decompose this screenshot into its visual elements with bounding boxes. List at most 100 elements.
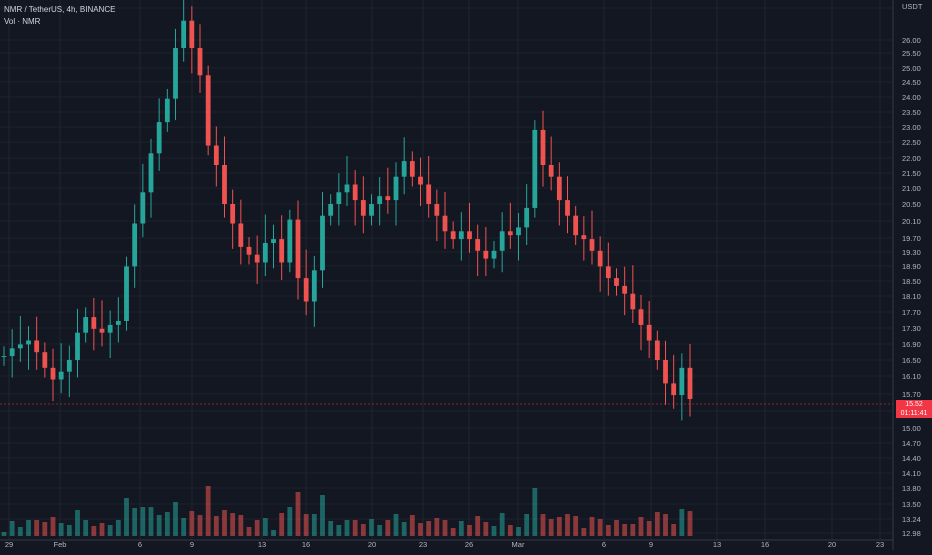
candle-body	[173, 48, 178, 99]
volume-bar	[66, 525, 72, 536]
candle-body	[687, 367, 693, 399]
volume-bar	[614, 520, 619, 536]
candle-body	[254, 254, 260, 263]
volume-bar	[1, 532, 7, 536]
candle-body	[303, 278, 309, 302]
candle-body	[222, 165, 227, 204]
volume-bar	[287, 507, 293, 536]
candle-body	[42, 352, 48, 368]
volume-bar	[320, 495, 325, 536]
volume-bar	[548, 519, 554, 536]
chart-legend: NMR / TetherUS, 4h, BINANCE Vol · NMR	[4, 4, 115, 28]
symbol-line[interactable]: NMR / TetherUS, 4h, BINANCE	[4, 5, 116, 14]
volume-bar	[107, 525, 113, 536]
candle-body	[91, 317, 97, 329]
volume-bar	[565, 514, 570, 536]
volume-bar	[524, 514, 530, 536]
candle-body	[328, 204, 334, 216]
volume-bar	[254, 520, 260, 536]
y-tick-label: 13.50	[902, 500, 921, 509]
volume-bar	[279, 513, 285, 536]
candle-body	[360, 200, 366, 216]
volume-bar	[246, 527, 252, 536]
candle-body	[352, 184, 358, 201]
candle-body	[197, 48, 203, 76]
volume-bar	[197, 515, 203, 536]
volume-legend[interactable]: Vol · NMR	[4, 17, 41, 26]
candle-body	[83, 317, 89, 333]
candle-body	[426, 184, 432, 204]
candle-body	[418, 176, 423, 185]
y-tick-label: 16.50	[902, 356, 921, 365]
volume-bar	[303, 514, 309, 536]
candle-body	[401, 161, 407, 177]
volume-bar	[516, 527, 521, 536]
x-tick-label: 26	[465, 540, 473, 549]
candle-body	[671, 383, 677, 396]
candle-body	[230, 204, 236, 224]
y-tick-label: 21.00	[902, 184, 921, 193]
volume-bar	[622, 524, 628, 536]
volume-bar	[91, 526, 97, 536]
candle-body	[663, 360, 668, 384]
countdown-label: 01:11:41	[896, 409, 932, 418]
x-tick-label: 13	[258, 540, 266, 549]
candle-body	[581, 235, 587, 240]
candle-body	[132, 223, 138, 267]
candle-body	[507, 231, 513, 236]
volume-bar	[450, 528, 456, 536]
candle-body	[467, 231, 472, 240]
candle-body	[385, 196, 391, 201]
volume-bar	[295, 492, 301, 536]
volume-bar	[630, 524, 636, 536]
volume-bar	[687, 511, 693, 536]
volume-bar	[140, 507, 146, 536]
volume-bar	[124, 498, 129, 536]
candle-body	[107, 324, 113, 333]
candle-body	[548, 165, 554, 177]
y-tick-label: 22.50	[902, 138, 921, 147]
y-tick-label: 25.00	[902, 64, 921, 73]
x-tick-label: 9	[190, 540, 194, 549]
candle-body	[377, 196, 383, 204]
volume-bar	[646, 521, 652, 536]
volume-bar	[132, 508, 138, 536]
volume-bar	[385, 520, 391, 536]
candle-body	[205, 75, 211, 146]
volume-bar	[393, 514, 399, 536]
candle-body	[450, 231, 456, 240]
volume-bar	[148, 507, 154, 536]
candle-body	[442, 215, 448, 232]
candle-body	[246, 246, 252, 255]
candle-body	[238, 223, 244, 247]
x-tick-label: 20	[828, 540, 836, 549]
x-tick-label: Feb	[54, 540, 67, 549]
candle-body	[279, 239, 285, 263]
volume-bar	[458, 521, 464, 536]
y-tick-label: 12.98	[902, 529, 921, 538]
volume-bar	[181, 518, 187, 536]
candle-body	[9, 348, 15, 357]
candle-body	[654, 340, 660, 360]
x-tick-label: 9	[649, 540, 653, 549]
y-tick-label: 14.40	[902, 454, 921, 463]
x-tick-label: Mar	[512, 540, 525, 549]
candle-body	[540, 129, 546, 165]
candle-body	[605, 266, 611, 279]
y-tick-label: 26.00	[902, 36, 921, 45]
candle-body	[271, 239, 276, 243]
volume-bar	[581, 528, 587, 536]
candle-body	[630, 293, 636, 310]
candle-body	[646, 324, 652, 341]
volume-bar	[360, 524, 366, 536]
candle-body	[124, 266, 129, 321]
volume-bar	[401, 522, 407, 536]
volume-bar	[189, 511, 195, 536]
volume-bar	[654, 512, 660, 536]
volume-bar	[230, 513, 236, 536]
currency-label: USDT	[902, 2, 923, 11]
candle-body	[344, 184, 350, 193]
candle-body	[532, 129, 538, 208]
